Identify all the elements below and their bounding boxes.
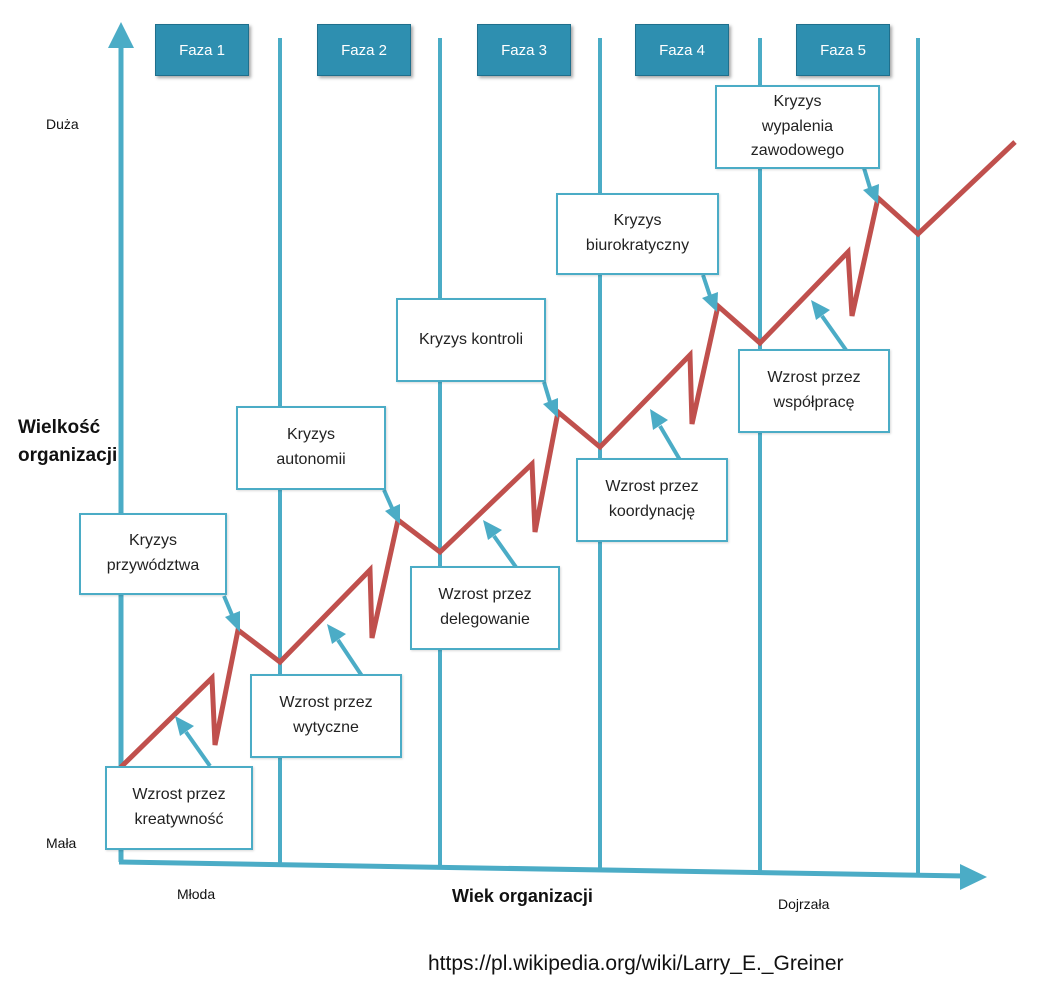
phase-tab-4: Faza 4 [635, 24, 729, 76]
growth-box-4: Wzrost przez koordynację [576, 458, 728, 542]
y-axis-bottom-label: Mała [46, 835, 77, 851]
growth-box-5: Wzrost przez współpracę [738, 349, 890, 433]
phase-label: Faza 4 [659, 41, 705, 59]
y-axis-label: Wielkość organizacji [18, 417, 118, 466]
growth-box-1: Wzrost przez kreatywność [105, 766, 253, 850]
phase-label: Faza 3 [501, 41, 547, 59]
x-axis-arrow [960, 864, 987, 890]
growth-label: Wzrost przez delegowanie [438, 586, 532, 628]
crisis-label: Kryzys wypalenia zawodowego [750, 92, 845, 160]
crisis-label: Kryzys kontroli [418, 330, 524, 348]
phase-label: Faza 5 [820, 41, 866, 59]
crisis-box-4: Kryzys biurokratyczny [556, 193, 719, 275]
growth-box-2: Wzrost przez wytyczne [250, 674, 402, 758]
phase-tab-2: Faza 2 [317, 24, 411, 76]
crisis-label: Kryzys biurokratyczny [585, 212, 690, 254]
growth-label: Wzrost przez koordynację [605, 478, 699, 520]
source-url[interactable]: https://pl.wikipedia.org/wiki/Larry_E._G… [428, 952, 844, 975]
growth-label: Wzrost przez kreatywność [132, 786, 226, 828]
pointer-arrows [175, 167, 879, 768]
crisis-label: Kryzys przywództwa [106, 532, 200, 574]
arrow-crisis-1 [222, 595, 234, 616]
growth-label: Wzrost przez wytyczne [279, 694, 373, 736]
arrow-growth-5 [820, 314, 848, 352]
crisis-label: Kryzys autonomii [276, 426, 346, 468]
phase-tab-3: Faza 3 [477, 24, 571, 76]
crisis-box-5: Kryzys wypalenia zawodowego [715, 85, 880, 169]
x-axis [118, 859, 966, 879]
crisis-box-2: Kryzys autonomii [236, 406, 386, 490]
growth-box-3: Wzrost przez delegowanie [410, 566, 560, 650]
y-axis-top-label: Duża [46, 116, 79, 132]
growth-curve [118, 140, 1017, 770]
crisis-box-1: Kryzys przywództwa [79, 513, 227, 595]
arrow-crisis-4 [701, 274, 712, 297]
x-axis-left-label: Młoda [177, 886, 216, 902]
x-axis-right-label: Dojrzała [778, 896, 830, 912]
phase-tab-5: Faza 5 [796, 24, 890, 76]
arrow-growth-3 [492, 534, 520, 572]
arrow-growth-1 [184, 730, 212, 768]
growth-label: Wzrost przez współpracę [767, 369, 861, 411]
arrow-growth-2 [336, 638, 364, 678]
phase-label: Faza 2 [341, 41, 387, 59]
y-axis-arrow [108, 22, 134, 48]
phase-tab-1: Faza 1 [155, 24, 249, 76]
crisis-box-3: Kryzys kontroli [396, 298, 546, 382]
arrow-crisis-3 [542, 381, 552, 403]
arrow-crisis-2 [382, 489, 394, 509]
phase-label: Faza 1 [179, 41, 225, 59]
arrow-growth-4 [658, 424, 682, 462]
arrow-crisis-5 [862, 167, 872, 189]
x-axis-label: Wiek organizacji [452, 886, 593, 906]
